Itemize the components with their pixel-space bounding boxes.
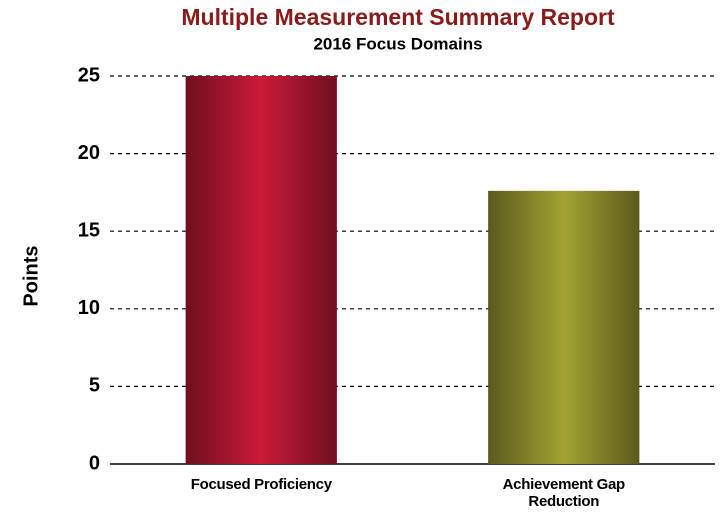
bar — [488, 190, 640, 464]
chart-title: Multiple Measurement Summary Report — [181, 4, 615, 30]
y-axis-label: Points — [20, 245, 42, 306]
x-tick-label: Achievement Gap Reduction — [502, 476, 626, 510]
y-tick-label: 5 — [89, 375, 100, 397]
y-tick-label: 10 — [78, 297, 100, 319]
x-tick-label: Focused Proficiency — [190, 476, 332, 493]
y-tick-label: 25 — [78, 64, 100, 86]
bar — [185, 76, 337, 464]
chart-subtitle: 2016 Focus Domains — [313, 34, 482, 53]
y-tick-label: 15 — [78, 219, 100, 241]
y-tick-label: 20 — [78, 142, 100, 164]
y-tick-label: 0 — [89, 452, 100, 474]
